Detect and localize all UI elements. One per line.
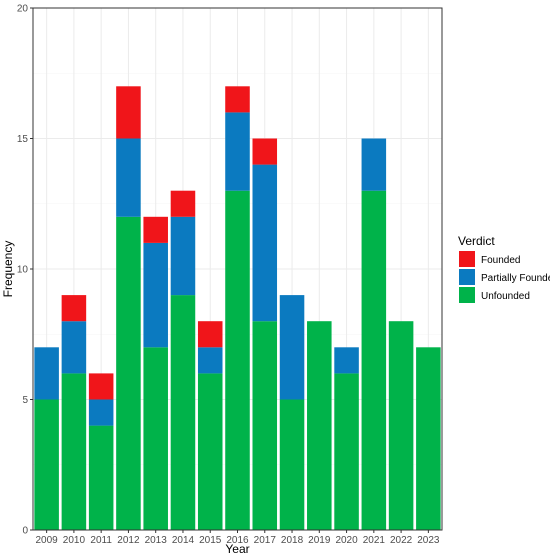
- legend-key-partially-founded: [459, 269, 475, 285]
- bar-partially-founded-2017: [252, 164, 278, 322]
- legend-key-unfounded: [459, 287, 475, 303]
- x-tick-label: 2021: [363, 535, 386, 546]
- bar-unfounded-2012: [116, 216, 141, 531]
- legend: Verdict Founded Partially Founded Unfounde…: [458, 234, 550, 303]
- x-tick-label: 2014: [172, 535, 195, 546]
- bar-unfounded-2015: [197, 373, 223, 530]
- bar-partially-founded-2010: [61, 321, 87, 374]
- bar-founded-2016: [225, 86, 250, 113]
- x-tick-label: 2010: [63, 535, 86, 546]
- bar-unfounded-2019: [307, 321, 332, 530]
- x-tick-label: 2011: [90, 535, 112, 546]
- legend-title: Verdict: [458, 234, 495, 248]
- bar-unfounded-2022: [388, 321, 414, 530]
- y-tick-label: 0: [22, 526, 28, 537]
- x-tick-label: 2009: [36, 535, 59, 546]
- bar-unfounded-2021: [361, 190, 387, 530]
- x-tick-label: 2022: [390, 535, 413, 546]
- bar-partially-founded-2011: [88, 399, 114, 426]
- y-tick-label: 10: [17, 265, 29, 276]
- bar-unfounded-2020: [334, 373, 359, 530]
- bar-unfounded-2009: [34, 399, 59, 530]
- bar-unfounded-2016: [225, 190, 250, 530]
- bar-partially-founded-2021: [361, 138, 387, 191]
- bar-founded-2013: [143, 216, 168, 243]
- bar-partially-founded-2015: [197, 347, 223, 374]
- bars: [34, 86, 441, 531]
- x-tick-label: 2016: [226, 535, 249, 546]
- bar-founded-2012: [116, 86, 141, 139]
- bar-unfounded-2014: [170, 295, 196, 530]
- bar-founded-2017: [252, 138, 278, 165]
- legend-key-founded: [459, 251, 475, 267]
- bar-founded-2015: [197, 321, 223, 348]
- y-tick-label: 20: [17, 4, 29, 15]
- x-tick-label: 2018: [281, 535, 304, 546]
- y-axis-title: Frequency: [1, 241, 15, 298]
- legend-label: Unfounded: [481, 291, 530, 302]
- bar-unfounded-2023: [416, 347, 441, 530]
- bar-unfounded-2010: [61, 373, 87, 530]
- y-tick-label: 15: [17, 134, 29, 145]
- x-tick-label: 2019: [308, 535, 331, 546]
- bar-partially-founded-2018: [279, 295, 305, 400]
- axis-ticks: 0 5 10 15 20 2009 2010 2011 2012 2013 2014 2015 2016…: [17, 4, 440, 547]
- y-tick-label: 5: [22, 395, 28, 406]
- x-tick-label: 2020: [335, 535, 358, 546]
- x-axis-title: Year: [225, 542, 249, 556]
- bar-unfounded-2013: [143, 347, 168, 530]
- bar-partially-founded-2014: [170, 216, 196, 296]
- legend-label: Partially Founded: [481, 273, 550, 284]
- bar-unfounded-2011: [88, 425, 114, 530]
- bar-partially-founded-2016: [225, 112, 250, 191]
- bar-founded-2010: [61, 295, 87, 322]
- bar-unfounded-2017: [252, 321, 278, 530]
- bar-unfounded-2018: [279, 399, 305, 530]
- bar-founded-2011: [88, 373, 114, 400]
- x-tick-label: 2013: [145, 535, 168, 546]
- x-tick-label: 2023: [417, 535, 440, 546]
- x-tick-label: 2017: [254, 535, 277, 546]
- bar-partially-founded-2012: [116, 138, 141, 217]
- bar-partially-founded-2009: [34, 347, 59, 400]
- legend-label: Founded: [481, 255, 520, 266]
- bar-partially-founded-2020: [334, 347, 359, 374]
- x-tick-label: 2015: [199, 535, 222, 546]
- bar-founded-2014: [170, 190, 196, 217]
- bar-partially-founded-2013: [143, 242, 168, 348]
- x-tick-label: 2012: [117, 535, 140, 546]
